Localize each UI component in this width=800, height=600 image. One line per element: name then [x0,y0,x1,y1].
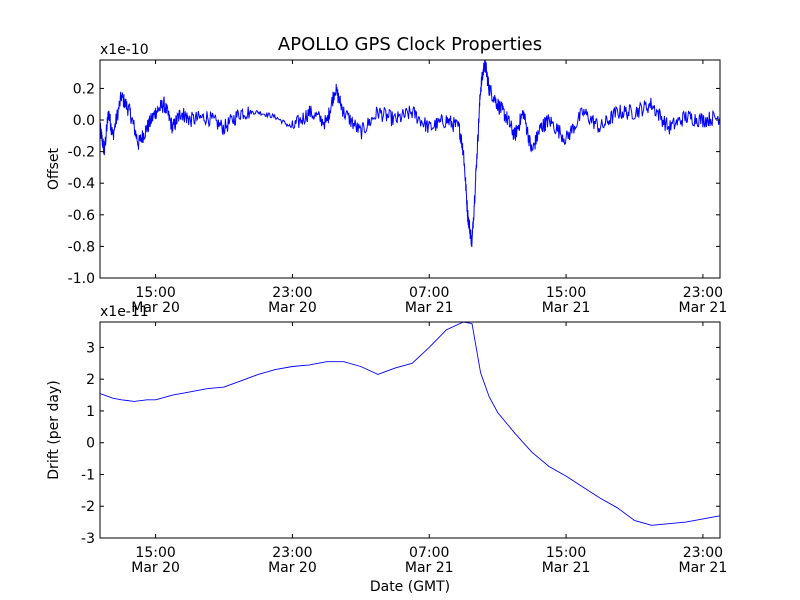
y-tick-label: 2 [86,372,95,388]
x-tick-label-time: 15:00 [546,285,586,301]
x-tick-label-time: 23:00 [272,545,312,561]
x-tick-label-time: 07:00 [409,545,449,561]
x-tick-label-date: Mar 20 [131,300,180,316]
x-tick-label-date: Mar 20 [268,300,317,316]
y-tick-label: -0.4 [68,176,95,192]
y-tick-label: -0.8 [68,239,95,255]
axes-frame [99,59,721,279]
x-tick-label-date: Mar 21 [679,300,728,316]
y-tick-label: -1 [81,467,95,483]
x-tick-label-time: 23:00 [272,285,312,301]
y-tick-label: 0.0 [73,113,95,129]
x-tick-label-time: 23:00 [683,545,723,561]
y-axis-label: Drift (per day) [46,380,62,479]
x-tick-label-time: 15:00 [546,545,586,561]
x-tick-label-time: 07:00 [409,285,449,301]
axes-frame [99,321,721,539]
figure-title: APOLLO GPS Clock Properties [278,34,542,55]
y-axis-label: Offset [46,147,62,190]
y-tick-label: 0 [86,436,95,452]
offset-series-line [100,60,720,248]
y-tick-label: -2 [81,499,95,515]
y-tick-label: -0.6 [68,208,95,224]
drift-series-line [100,322,720,526]
x-tick-label-date: Mar 20 [268,560,317,576]
y-tick-label: -0.2 [68,145,95,161]
axis-scale-label: x1e-11 [100,304,149,320]
y-tick-label: 3 [86,340,95,356]
x-axis-label: Date (GMT) [370,579,450,595]
x-tick-label-date: Mar 21 [542,560,591,576]
x-tick-label-date: Mar 21 [405,300,454,316]
y-tick-label: 0.2 [73,81,95,97]
x-tick-label-date: Mar 21 [405,560,454,576]
y-tick-label: -3 [81,531,95,547]
x-tick-label-time: 23:00 [683,285,723,301]
y-tick-label: -1.0 [68,271,95,287]
x-tick-label-date: Mar 21 [542,300,591,316]
x-tick-label-date: Mar 20 [131,560,180,576]
y-tick-label: 1 [86,404,95,420]
x-tick-label-time: 15:00 [135,545,175,561]
x-tick-label-date: Mar 21 [679,560,728,576]
axis-scale-label: x1e-10 [100,42,149,58]
x-tick-label-time: 15:00 [135,285,175,301]
